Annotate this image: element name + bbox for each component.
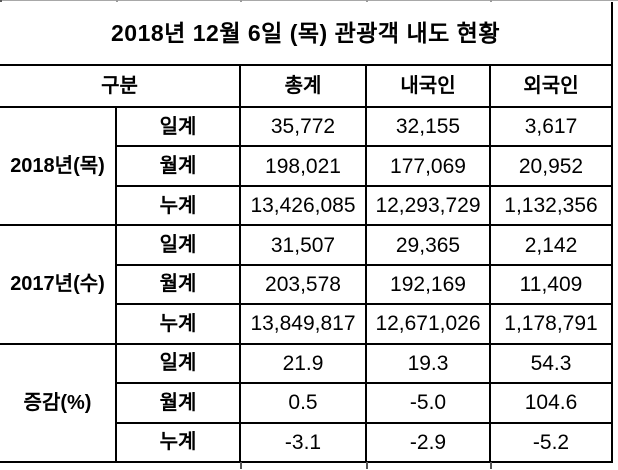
header-cell-gubun[interactable]: 구분 — [0, 66, 241, 108]
value-cell[interactable]: 19.3 — [367, 344, 491, 385]
row-label-cumulative[interactable]: 누계 — [117, 305, 241, 345]
value-cell[interactable]: -5.2 — [491, 423, 613, 463]
value-cell[interactable]: -3.1 — [241, 423, 367, 463]
value-cell[interactable]: -2.9 — [367, 423, 491, 463]
value-cell[interactable]: -5.0 — [367, 384, 491, 424]
row-label-daily[interactable]: 일계 — [117, 344, 241, 385]
value-cell[interactable]: 35,772 — [241, 108, 367, 148]
row-label-cumulative[interactable]: 누계 — [117, 423, 241, 463]
value-cell[interactable]: 177,069 — [367, 147, 491, 187]
header-cell-domestic[interactable]: 내국인 — [367, 66, 491, 108]
row-label-daily[interactable]: 일계 — [117, 108, 241, 148]
value-cell[interactable]: 11,409 — [491, 265, 613, 306]
value-cell[interactable]: 192,169 — [367, 265, 491, 306]
value-cell[interactable]: 3,617 — [491, 108, 613, 148]
group-label-2017[interactable]: 2017년(수) — [0, 226, 117, 345]
value-cell[interactable]: 12,671,026 — [367, 305, 491, 345]
value-cell[interactable]: 1,132,356 — [491, 186, 613, 227]
table-title-cell[interactable]: 2018년 12월 6일 (목) 관광객 내도 현황 — [0, 2, 613, 66]
value-cell[interactable]: 13,426,085 — [241, 186, 367, 227]
row-label-daily[interactable]: 일계 — [117, 226, 241, 266]
tourist-arrivals-table: 2018년 12월 6일 (목) 관광객 내도 현황 구분 총계 내국인 외국인… — [0, 2, 613, 463]
value-cell[interactable]: 29,365 — [367, 226, 491, 266]
value-cell[interactable]: 20,952 — [491, 147, 613, 187]
value-cell[interactable]: 203,578 — [241, 265, 367, 306]
row-label-monthly[interactable]: 월계 — [117, 147, 241, 187]
value-cell[interactable]: 2,142 — [491, 226, 613, 266]
group-label-2018[interactable]: 2018년(목) — [0, 108, 117, 227]
header-cell-foreign[interactable]: 외국인 — [491, 66, 613, 108]
sheet-gridline-stub — [490, 462, 492, 469]
value-cell[interactable]: 21.9 — [241, 344, 367, 385]
row-label-monthly[interactable]: 월계 — [117, 384, 241, 424]
sheet-gridline-stub — [366, 462, 368, 469]
value-cell[interactable]: 0.5 — [241, 384, 367, 424]
value-cell[interactable]: 12,293,729 — [367, 186, 491, 227]
sheet-gridline-stub — [240, 462, 242, 469]
group-label-change-pct[interactable]: 증감(%) — [0, 344, 117, 463]
value-cell[interactable]: 13,849,817 — [241, 305, 367, 345]
sheet-gridline-top — [0, 0, 618, 1]
header-cell-total[interactable]: 총계 — [241, 66, 367, 108]
value-cell[interactable]: 1,178,791 — [491, 305, 613, 345]
value-cell[interactable]: 54.3 — [491, 344, 613, 385]
value-cell[interactable]: 104.6 — [491, 384, 613, 424]
row-label-cumulative[interactable]: 누계 — [117, 186, 241, 227]
row-label-monthly[interactable]: 월계 — [117, 265, 241, 306]
value-cell[interactable]: 31,507 — [241, 226, 367, 266]
value-cell[interactable]: 32,155 — [367, 108, 491, 148]
value-cell[interactable]: 198,021 — [241, 147, 367, 187]
